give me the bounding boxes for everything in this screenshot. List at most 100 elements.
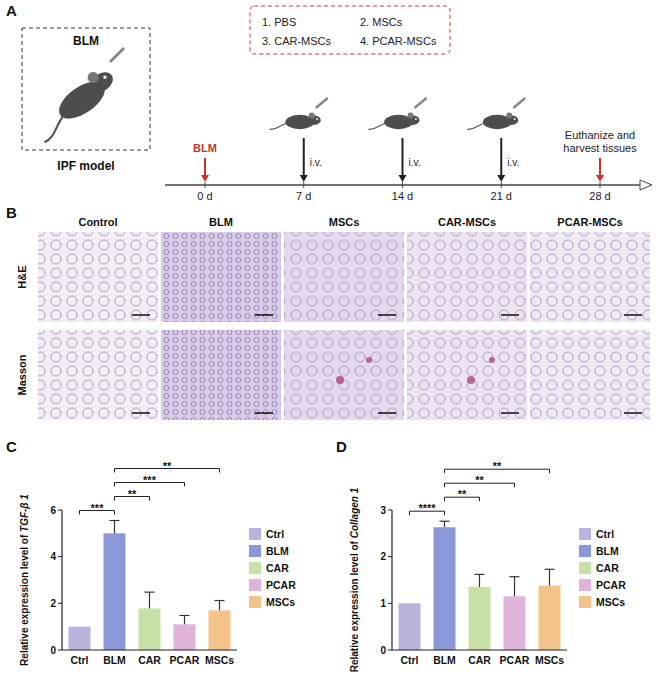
x-tick-label: BLM [433, 654, 456, 666]
injection-arrow-head [399, 175, 407, 182]
legend-swatch [579, 596, 591, 608]
timeline-label: 28 d [589, 190, 610, 202]
timeline-label: 21 d [491, 190, 512, 202]
legend-swatch [579, 528, 591, 540]
significance-label: ** [128, 488, 137, 500]
bar [399, 603, 421, 650]
collagen-spot [467, 376, 475, 384]
tissue-texture [407, 232, 527, 322]
scale-bar [132, 412, 150, 414]
tissue-image [38, 330, 158, 420]
injection-label: i.v. [507, 157, 519, 168]
injection-arrow [402, 138, 404, 176]
x-tick-label: BLM [103, 654, 126, 666]
y-axis-title: Relative expression level of Collagen 1 [349, 487, 360, 672]
mouse-icon [270, 112, 321, 129]
collagen-spot [336, 376, 344, 384]
treatment-box [250, 6, 450, 54]
error-stem [479, 574, 480, 587]
error-bar [180, 615, 190, 624]
column-label: Control [78, 216, 117, 228]
injection-arrow [303, 138, 305, 176]
scale-bar [255, 314, 273, 316]
scale-bar [624, 412, 642, 414]
x-axis-line [392, 649, 567, 650]
induction-arrow-head [201, 175, 209, 182]
error-stem [149, 592, 150, 608]
tissue-image [407, 232, 527, 322]
mouse-icon [27, 64, 121, 143]
row-label: H&E [16, 265, 28, 288]
x-tick-label: PCAR [500, 654, 530, 666]
bar [139, 608, 161, 650]
significance-label: *** [91, 502, 105, 514]
timeline-label: 7 d [296, 190, 311, 202]
mouse-eye [316, 118, 318, 120]
y-axis-title-part: Relative expression level of [19, 532, 30, 666]
error-bar [510, 577, 520, 597]
mouse-icon [467, 112, 518, 129]
y-axis-line [61, 510, 62, 650]
mouse-tail [270, 123, 287, 129]
treatment-label: 4. PCAR-MSCs [360, 35, 437, 47]
error-bar [110, 521, 120, 534]
significance-label: ** [458, 488, 467, 500]
error-bar [440, 521, 450, 527]
tissue-texture [38, 330, 158, 420]
tissue-image [530, 330, 650, 420]
treatment-label: 1. PBS [262, 16, 296, 28]
legend-label: CAR [596, 562, 619, 574]
error-stem [444, 521, 445, 527]
scale-bar [255, 412, 273, 414]
endpoint-label: Euthanize andharvest tissues [563, 129, 637, 154]
model-label: IPF model [57, 159, 114, 173]
tissue-texture [161, 232, 281, 322]
bars [399, 521, 561, 650]
syringe [513, 98, 525, 108]
y-axis-title-gene: Collagen 1 [349, 487, 360, 538]
injection-label: i.v. [310, 157, 322, 168]
legend-label: Ctrl [596, 528, 614, 540]
x-axis-line [62, 649, 237, 650]
scale-bar [378, 412, 396, 414]
y-tick-label: 3 [380, 505, 386, 516]
bar [174, 624, 196, 650]
endpoint-arrow-head [596, 175, 604, 182]
bar [504, 596, 526, 650]
scale-bar [624, 314, 642, 316]
panel-b: ControlBLMMSCsCAR-MSCsPCAR-MSCsH&EMasson [16, 216, 650, 420]
timeline-arrowhead [640, 180, 652, 190]
collagen-spot [489, 357, 495, 363]
tissue-image [38, 232, 158, 322]
scale-bar [501, 314, 519, 316]
y-tick-label: 0 [380, 645, 386, 656]
error-stem [114, 521, 115, 534]
significance-label: ** [475, 474, 484, 486]
error-cap [475, 574, 485, 575]
column-label: CAR-MSCs [438, 216, 496, 228]
x-tick-label: MSCs [535, 654, 564, 666]
legend-label: PCAR [596, 579, 626, 591]
bar [104, 533, 126, 650]
legend-swatch [579, 579, 591, 591]
legend-swatch [249, 562, 261, 574]
endpoint-arrow [599, 158, 601, 176]
bar [209, 610, 231, 650]
bar [539, 586, 561, 650]
treatment-label: 3. CAR-MSCs [262, 35, 332, 47]
error-cap [145, 592, 155, 593]
y-tick-label: 2 [50, 598, 56, 609]
column-label: PCAR-MSCs [557, 216, 622, 228]
legend-label: CAR [266, 562, 289, 574]
mouse-eye [415, 118, 417, 120]
tissue-texture [284, 232, 404, 322]
timeline-tick [303, 182, 304, 188]
bar [434, 527, 456, 650]
tissue-texture [38, 232, 158, 322]
legend-label: BLM [266, 545, 289, 557]
pipette [110, 48, 124, 62]
mouse-icon [369, 112, 420, 129]
injection-arrow-head [497, 175, 505, 182]
error-cap [510, 576, 520, 577]
endpoint-label-line: harvest tissues [563, 142, 637, 154]
